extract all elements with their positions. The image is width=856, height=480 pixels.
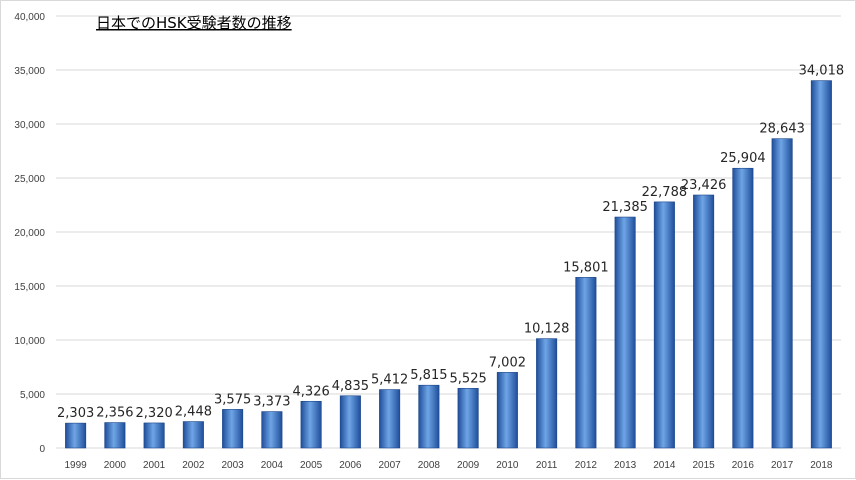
bar xyxy=(182,421,204,449)
y-tick-label: 0 xyxy=(39,444,45,455)
x-tick-label: 2006 xyxy=(339,460,362,471)
bar xyxy=(536,338,558,449)
data-label: 3,575 xyxy=(214,392,251,407)
x-tick-label: 2014 xyxy=(653,460,676,471)
y-tick-label: 20,000 xyxy=(14,228,45,239)
chart-title: 日本でのHSK受験者数の推移 xyxy=(96,14,292,32)
data-label: 34,018 xyxy=(799,64,845,79)
y-tick-label: 15,000 xyxy=(14,282,45,293)
bar xyxy=(810,80,832,449)
bar xyxy=(222,409,244,449)
bar xyxy=(457,388,479,449)
data-label: 2,320 xyxy=(136,406,173,421)
x-axis-ticks: 1999 2000 2001 2002 2003 2004 2005 2006 2007 2008… xyxy=(65,460,833,471)
data-label: 23,426 xyxy=(681,178,727,193)
x-tick-label: 2008 xyxy=(418,460,441,471)
data-label: 15,801 xyxy=(563,260,609,275)
data-label: 5,412 xyxy=(371,373,408,388)
x-tick-label: 2012 xyxy=(575,460,598,471)
y-tick-label: 35,000 xyxy=(14,66,45,77)
bar xyxy=(693,194,715,449)
x-tick-label: 2013 xyxy=(614,460,637,471)
x-tick-label: 2005 xyxy=(300,460,323,471)
y-tick-label: 40,000 xyxy=(14,12,45,23)
data-label: 2,356 xyxy=(96,406,133,421)
data-label: 4,835 xyxy=(332,379,369,394)
gridlines xyxy=(56,15,841,449)
bar xyxy=(496,372,518,449)
bar xyxy=(261,411,283,449)
bar xyxy=(771,138,793,449)
bar xyxy=(143,422,165,449)
x-tick-label: 2017 xyxy=(771,460,794,471)
y-axis-ticks: 0 5,000 10,000 15,000 20,000 25,000 30,000 35,0… xyxy=(14,12,45,455)
data-label: 10,128 xyxy=(524,322,570,337)
x-tick-label: 2009 xyxy=(457,460,480,471)
x-tick-label: 2002 xyxy=(182,460,205,471)
data-label: 3,373 xyxy=(253,395,290,410)
data-label: 2,303 xyxy=(57,406,94,421)
x-tick-label: 2018 xyxy=(810,460,833,471)
bar xyxy=(379,389,401,449)
x-tick-label: 2004 xyxy=(261,460,284,471)
data-label: 22,788 xyxy=(642,185,688,200)
bar xyxy=(418,384,440,449)
x-tick-label: 2000 xyxy=(104,460,127,471)
x-tick-label: 2011 xyxy=(536,460,558,471)
y-tick-label: 30,000 xyxy=(14,120,45,131)
bar xyxy=(614,216,636,449)
data-label: 25,904 xyxy=(720,151,766,166)
x-tick-label: 1999 xyxy=(65,460,88,471)
bar xyxy=(653,201,675,449)
bar xyxy=(300,400,322,449)
bar xyxy=(104,422,126,449)
bar xyxy=(575,277,597,449)
x-tick-label: 2010 xyxy=(496,460,519,471)
y-tick-label: 25,000 xyxy=(14,174,45,185)
data-label: 4,326 xyxy=(293,384,330,399)
data-label: 7,002 xyxy=(489,355,526,370)
x-tick-label: 2001 xyxy=(143,460,166,471)
bar xyxy=(339,395,361,449)
bar xyxy=(732,167,754,449)
x-tick-label: 2003 xyxy=(222,460,245,471)
x-tick-label: 2007 xyxy=(379,460,402,471)
bars xyxy=(65,80,832,449)
data-label: 5,815 xyxy=(410,368,447,383)
bar xyxy=(65,422,87,449)
x-tick-label: 2016 xyxy=(732,460,755,471)
data-label: 28,643 xyxy=(759,122,805,137)
y-tick-label: 10,000 xyxy=(14,336,45,347)
y-tick-label: 5,000 xyxy=(20,390,45,401)
data-label: 21,385 xyxy=(602,200,648,215)
x-tick-label: 2015 xyxy=(693,460,716,471)
data-label: 2,448 xyxy=(175,405,212,420)
data-label: 5,525 xyxy=(450,371,487,386)
